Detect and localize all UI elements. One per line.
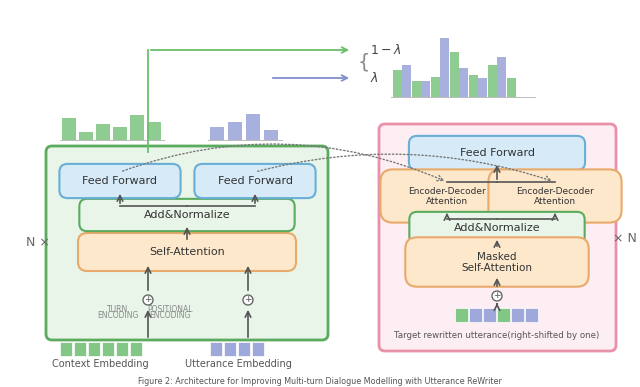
Bar bbox=[130, 115, 144, 140]
Bar bbox=[264, 130, 278, 140]
Bar bbox=[147, 122, 161, 140]
FancyBboxPatch shape bbox=[380, 170, 513, 223]
Text: +: + bbox=[144, 296, 152, 305]
Text: TURN: TURN bbox=[108, 305, 129, 315]
Text: Add&Normalize: Add&Normalize bbox=[454, 223, 540, 233]
Bar bbox=[497, 57, 506, 97]
Bar bbox=[497, 308, 510, 322]
Text: {: { bbox=[358, 53, 371, 72]
FancyBboxPatch shape bbox=[409, 136, 585, 170]
Bar bbox=[224, 342, 236, 356]
Text: POSITIONAL: POSITIONAL bbox=[147, 305, 193, 315]
Bar bbox=[130, 342, 142, 356]
Text: Feed Forward: Feed Forward bbox=[83, 176, 157, 186]
Bar bbox=[246, 114, 260, 140]
Text: × N: × N bbox=[613, 231, 637, 245]
Bar bbox=[210, 127, 224, 140]
Text: +: + bbox=[493, 291, 500, 300]
FancyBboxPatch shape bbox=[405, 237, 589, 287]
Text: Add&Normalize: Add&Normalize bbox=[144, 210, 230, 220]
Bar bbox=[431, 77, 440, 97]
Text: Figure 2: Architecture for Improving Multi-turn Dialogue Modelling with Utteranc: Figure 2: Architecture for Improving Mul… bbox=[138, 377, 502, 387]
Circle shape bbox=[492, 291, 502, 301]
Text: Attention: Attention bbox=[426, 197, 468, 207]
Bar bbox=[79, 132, 93, 140]
Text: Utterance Embedding: Utterance Embedding bbox=[184, 359, 291, 369]
Text: Self-Attention: Self-Attention bbox=[149, 247, 225, 257]
Bar bbox=[116, 342, 128, 356]
Bar bbox=[440, 38, 449, 97]
FancyBboxPatch shape bbox=[60, 164, 180, 198]
Text: N ×: N × bbox=[26, 236, 50, 248]
Bar bbox=[511, 308, 524, 322]
FancyBboxPatch shape bbox=[46, 146, 328, 340]
Text: Context Embedding: Context Embedding bbox=[52, 359, 148, 369]
Text: ENCODING: ENCODING bbox=[97, 312, 139, 320]
Text: Encoder-Decoder: Encoder-Decoder bbox=[408, 187, 486, 195]
FancyBboxPatch shape bbox=[78, 233, 296, 271]
Bar bbox=[96, 124, 110, 140]
Text: Feed Forward: Feed Forward bbox=[218, 176, 292, 186]
FancyBboxPatch shape bbox=[379, 124, 616, 351]
Bar bbox=[469, 308, 482, 322]
Circle shape bbox=[143, 295, 153, 305]
Bar bbox=[60, 342, 72, 356]
Bar bbox=[228, 122, 242, 140]
Bar bbox=[113, 127, 127, 140]
Bar bbox=[412, 81, 421, 97]
Text: Attention: Attention bbox=[534, 197, 576, 207]
Bar bbox=[450, 52, 459, 97]
Bar bbox=[483, 308, 496, 322]
FancyBboxPatch shape bbox=[410, 212, 585, 244]
FancyBboxPatch shape bbox=[79, 199, 294, 231]
Bar bbox=[252, 342, 264, 356]
Text: +: + bbox=[244, 296, 252, 305]
Text: Masked: Masked bbox=[477, 252, 516, 262]
Text: Target rewritten utterance(right-shifted by one): Target rewritten utterance(right-shifted… bbox=[394, 330, 600, 339]
Bar bbox=[402, 65, 411, 97]
Bar bbox=[393, 70, 402, 97]
Bar bbox=[74, 342, 86, 356]
Bar bbox=[459, 68, 468, 97]
Bar bbox=[507, 77, 516, 97]
FancyBboxPatch shape bbox=[488, 170, 621, 223]
Bar bbox=[102, 342, 114, 356]
Bar bbox=[525, 308, 538, 322]
Bar bbox=[488, 65, 497, 97]
Text: Self-Attention: Self-Attention bbox=[461, 263, 532, 273]
FancyBboxPatch shape bbox=[195, 164, 316, 198]
Bar bbox=[62, 118, 76, 140]
Text: Feed Forward: Feed Forward bbox=[460, 148, 534, 158]
Bar bbox=[469, 75, 478, 97]
Bar bbox=[210, 342, 222, 356]
Text: ENCODING: ENCODING bbox=[149, 312, 191, 320]
Circle shape bbox=[243, 295, 253, 305]
Bar bbox=[88, 342, 100, 356]
Text: $1-\lambda$: $1-\lambda$ bbox=[370, 43, 401, 57]
Text: Encoder-Decoder: Encoder-Decoder bbox=[516, 187, 594, 195]
Bar bbox=[421, 81, 430, 97]
Bar bbox=[238, 342, 250, 356]
Bar bbox=[455, 308, 468, 322]
Bar bbox=[478, 77, 487, 97]
Text: $\lambda$: $\lambda$ bbox=[370, 71, 379, 85]
